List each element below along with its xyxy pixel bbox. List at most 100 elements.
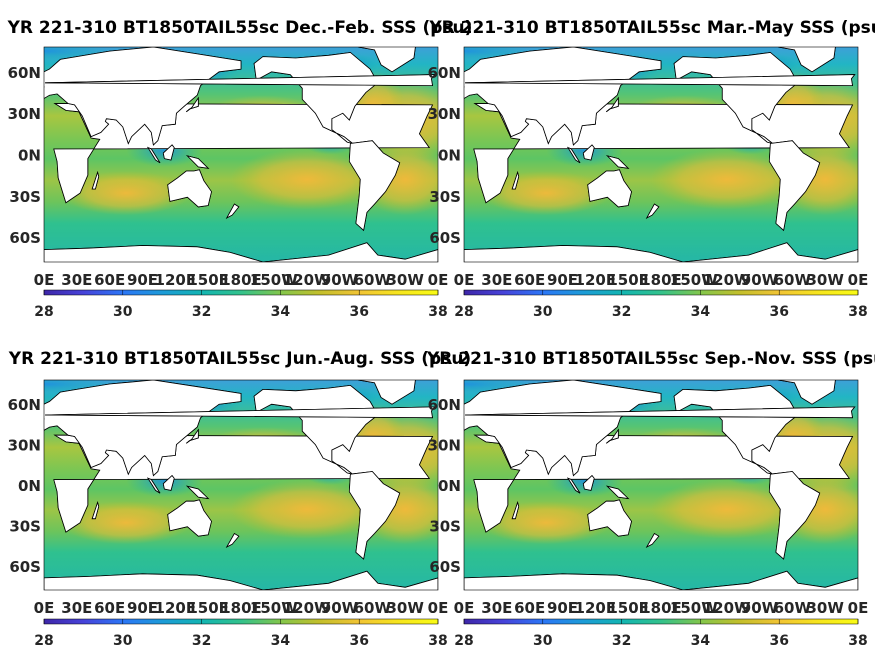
colorbar-tick-label: 30 [113,304,133,320]
lon-tick-label: 0E [428,271,449,289]
continent-eurasia [464,47,662,146]
map-panel-2: YR 221-310 BT1850TAIL55sc Mar.-May SSS (… [428,18,875,320]
colorbar-tick-label: 38 [428,304,447,320]
colorbar-tick-label: 34 [271,633,291,649]
lon-tick-label: 120W [283,271,331,289]
continent-north-america [673,384,799,475]
island-uk [45,406,436,419]
continent-antarctica [464,242,858,262]
lon-tick-label: 150W [250,271,298,289]
lon-tick-label: 120E [575,599,617,617]
island-new-zealand [645,203,660,219]
island-madagascar [511,170,520,190]
lon-tick-label: 60E [514,271,545,289]
island-borneo [162,144,175,161]
lon-tick-label: 60W [354,599,392,617]
lon-tick-label: 0E [848,271,869,289]
island-borneo [582,475,595,491]
lon-tick-label: 180E [220,599,262,617]
lat-tick-label: 0N [18,147,41,165]
lat-tick-label: 60N [428,64,461,82]
island-japan [606,96,619,113]
lon-tick-label: 90W [741,599,779,617]
lon-tick-label: 30E [61,599,92,617]
lon-tick-label: 150W [670,271,718,289]
colorbar-tick-label: 30 [533,633,553,649]
lon-tick-label: 30W [806,599,844,617]
continent-australia [587,499,632,537]
lon-tick-label: 60W [774,271,812,289]
colorbar-tick-label: 28 [34,304,53,320]
lat-tick-label: 30N [8,105,41,123]
lon-tick-label: 30E [61,271,92,289]
lon-tick-label: 0E [428,599,449,617]
lat-tick-label: 30S [429,517,461,535]
lat-tick-label: 60S [429,558,461,576]
map-area [464,380,858,590]
colorbar-tick-label: 32 [192,633,211,649]
lon-tick-label: 90E [127,599,158,617]
lat-tick-label: 60N [8,64,41,82]
lat-tick-label: 0N [438,477,461,495]
lat-tick-label: 0N [18,477,41,495]
continent-north-america [253,384,379,475]
continent-south-america [348,471,401,560]
colorbar-tick-label: 32 [192,304,211,320]
lon-tick-label: 60W [774,599,812,617]
colorbar [463,289,859,296]
colorbar-tick-label: 38 [428,633,447,649]
lon-tick-label: 150E [187,599,229,617]
colorbar-tick-label: 34 [691,633,711,649]
colorbar-tick-label: 32 [612,304,631,320]
island-sumatra [567,146,581,164]
continent-antarctica [464,570,858,590]
lat-tick-label: 30S [9,517,41,535]
map-area [44,380,438,590]
lon-tick-label: 0E [34,599,55,617]
panel-title: YR 221-310 BT1850TAIL55sc Dec.-Feb. SSS … [7,18,473,38]
colorbar-tick-label: 32 [612,633,631,649]
lon-tick-label: 90W [741,271,779,289]
island-new-zealand [645,532,660,548]
colorbar-tick-label: 28 [454,304,473,320]
map-area [464,47,858,262]
map-frame [43,46,439,263]
panel-title: YR 221-310 BT1850TAIL55sc Jun.-Aug. SSS … [8,349,471,369]
lon-tick-label: 60E [94,599,125,617]
continent-eurasia [44,380,242,477]
island-new-guinea [186,155,210,169]
island-uk [465,406,856,419]
colorbar [43,289,439,296]
lon-tick-label: 90W [321,599,359,617]
lon-tick-label: 150E [607,271,649,289]
salinity-high-region [650,479,804,539]
colorbar-tick-label: 28 [454,633,473,649]
lat-tick-label: 60N [428,396,461,414]
lon-tick-label: 0E [454,271,475,289]
lon-tick-label: 0E [454,599,475,617]
island-borneo [162,475,175,491]
island-uk [465,74,856,87]
continent-greenland [778,47,836,73]
lon-tick-label: 90W [321,271,359,289]
salinity-high-region [650,148,804,210]
continent-eurasia [44,47,242,146]
lon-tick-label: 30E [481,271,512,289]
lat-tick-label: 30N [8,437,41,455]
island-new-guinea [606,485,630,500]
island-borneo [582,144,595,161]
colorbar-tick-label: 34 [691,304,711,320]
lat-tick-label: 30N [428,105,461,123]
colorbar-tick-label: 28 [34,633,53,649]
lon-tick-label: 150W [250,599,298,617]
lon-tick-label: 0E [34,271,55,289]
lon-tick-label: 0E [848,599,869,617]
colorbar-tick-label: 34 [271,304,291,320]
island-sumatra [567,477,581,494]
lat-tick-label: 60S [9,229,41,247]
island-new-zealand [225,203,240,219]
continent-greenland [358,47,416,73]
lat-tick-label: 30S [429,188,461,206]
lon-tick-label: 180E [220,271,262,289]
